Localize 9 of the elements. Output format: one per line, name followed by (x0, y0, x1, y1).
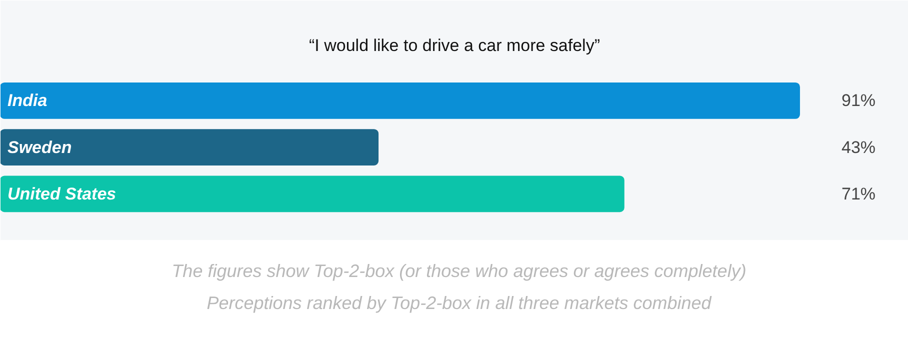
data-label: 91% (841, 91, 876, 110)
y-tick-label: Sweden (8, 138, 72, 157)
y-tick-label: United States (8, 184, 116, 204)
chart-title: “I would like to drive a car more safely” (309, 36, 600, 56)
data-label: 71% (841, 184, 876, 204)
data-label: 43% (841, 138, 876, 157)
text: The figures show Top-2-box (or those who agrees or agrees completely) (172, 260, 746, 283)
y-tick-label: India (8, 91, 48, 110)
text: Perceptions ranked by Top-2-box in all three markets combined (206, 292, 713, 315)
